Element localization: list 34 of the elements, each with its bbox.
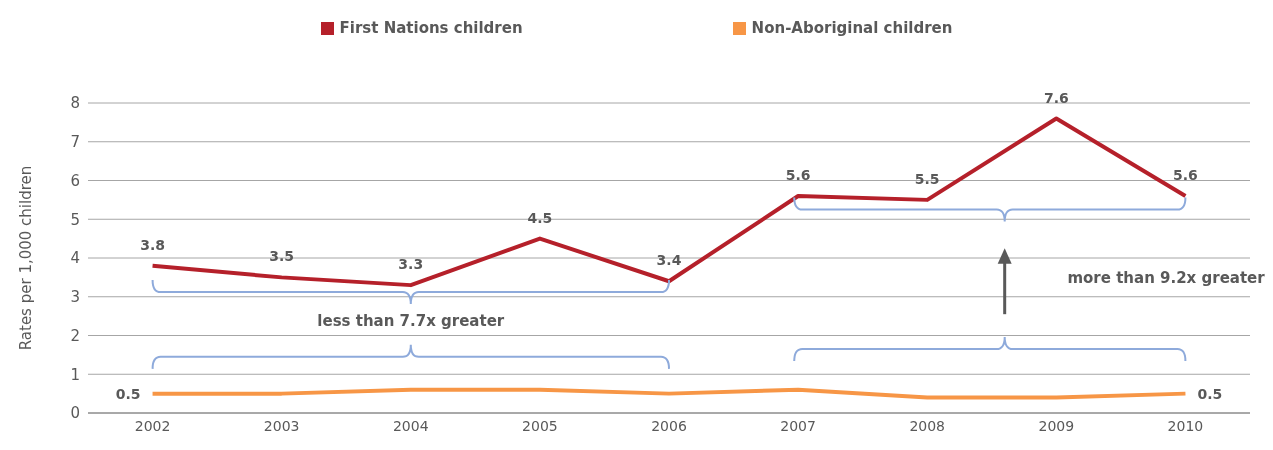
x-tick-label: 2010 xyxy=(1167,417,1204,434)
y-tick-label: 3 xyxy=(70,288,80,307)
data-label: 5.5 xyxy=(914,170,940,187)
data-label: 4.5 xyxy=(527,209,553,226)
x-tick-label: 2002 xyxy=(134,417,171,434)
x-tick-label: 2009 xyxy=(1038,417,1075,434)
y-tick-label: 0 xyxy=(70,404,80,423)
data-label: 0.5 xyxy=(1197,385,1223,402)
data-label: 3.3 xyxy=(398,256,424,273)
y-tick-label: 2 xyxy=(70,326,80,345)
legend-label: Non-Aboriginal children xyxy=(751,19,953,37)
annotation: less than 7.7x greater xyxy=(317,311,505,330)
y-tick-label: 6 xyxy=(70,171,80,190)
data-label: 5.6 xyxy=(1173,167,1198,183)
data-label: 3.8 xyxy=(140,236,165,253)
y-tick-label: 7 xyxy=(70,133,80,152)
annotation: more than 9.2x greater xyxy=(1067,269,1266,288)
x-tick-label: 2003 xyxy=(263,417,300,434)
y-axis-title: Rates per 1,000 children xyxy=(17,165,36,351)
x-tick-label: 2007 xyxy=(780,417,816,434)
data-label: 3.5 xyxy=(269,248,295,265)
y-tick-label: 5 xyxy=(70,210,80,229)
x-tick-label: 2006 xyxy=(651,417,687,434)
data-label: 0.5 xyxy=(115,385,141,402)
x-tick-label: 2008 xyxy=(909,417,946,434)
y-tick-label: 8 xyxy=(70,94,80,113)
x-tick-label: 2004 xyxy=(392,417,429,434)
y-tick-label: 4 xyxy=(70,249,80,268)
x-tick-label: 2005 xyxy=(522,417,558,434)
data-label: 7.6 xyxy=(1043,89,1069,106)
legend-label: First Nations children xyxy=(339,19,523,37)
data-label: 3.4 xyxy=(656,252,682,269)
data-label: 5.6 xyxy=(785,167,811,183)
y-tick-label: 1 xyxy=(70,365,80,384)
